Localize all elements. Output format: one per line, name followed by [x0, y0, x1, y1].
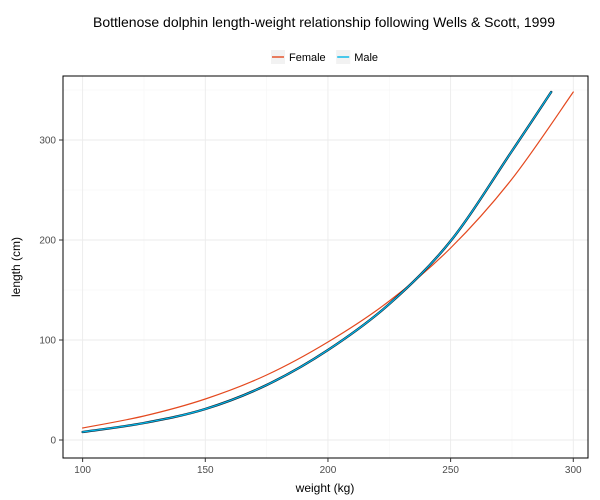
- legend: Female Male: [271, 50, 378, 64]
- gridlines: [63, 76, 588, 458]
- chart-title: Bottlenose dolphin length-weight relatio…: [93, 14, 555, 30]
- y-axis-title: length (cm): [9, 237, 23, 297]
- male-series-shadow: [81, 90, 553, 434]
- x-tick-label: 100: [74, 465, 91, 476]
- plot-border: [62, 75, 589, 459]
- y-tick-label: 100: [39, 336, 56, 347]
- female-series-line: [82, 91, 574, 429]
- x-tick-label: 250: [442, 465, 459, 476]
- y-axis-ticks: 0 100 200 300: [39, 136, 63, 447]
- x-axis-title: weight (kg): [295, 481, 355, 495]
- male-series-line: [82, 91, 552, 433]
- legend-label-female: Female: [289, 52, 326, 64]
- legend-label-male: Male: [354, 52, 378, 64]
- x-tick-label: 200: [320, 465, 337, 476]
- y-tick-label: 200: [39, 236, 56, 247]
- x-tick-label: 150: [197, 465, 214, 476]
- y-tick-label: 0: [50, 436, 56, 447]
- x-axis-ticks: 100 150 200 250 300: [74, 458, 582, 476]
- y-tick-label: 300: [39, 136, 56, 147]
- series-lines: [81, 90, 574, 434]
- x-tick-label: 300: [565, 465, 582, 476]
